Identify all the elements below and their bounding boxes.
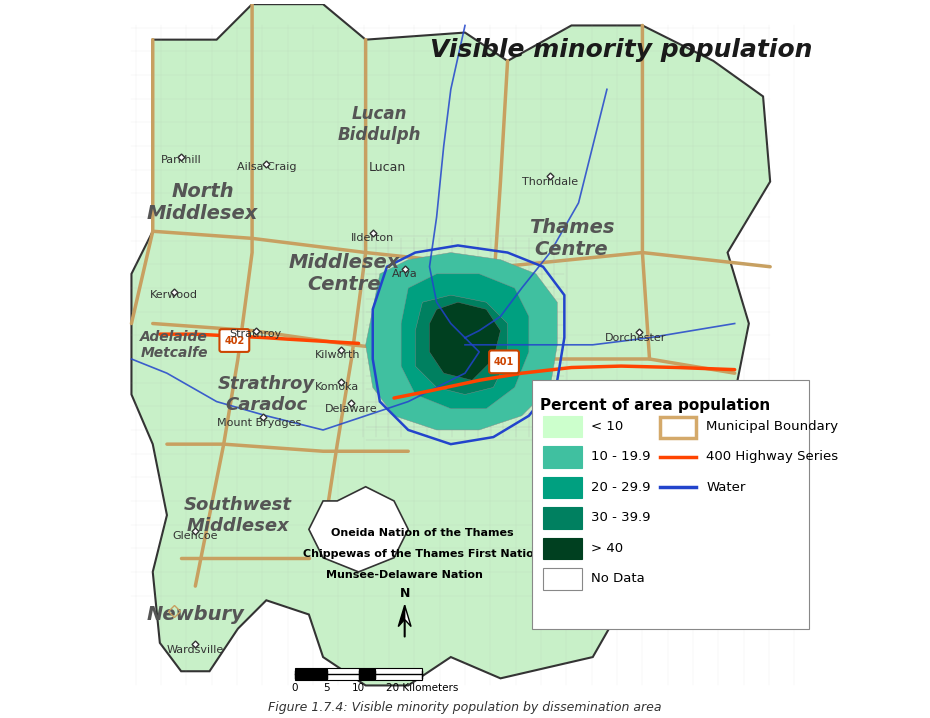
Text: 402: 402 (224, 335, 245, 345)
Text: 5: 5 (324, 684, 330, 694)
Text: < 10: < 10 (591, 420, 623, 433)
Text: Adelaide
Metcalfe: Adelaide Metcalfe (140, 330, 208, 360)
Bar (326, 668, 359, 680)
Bar (543, 477, 582, 498)
Text: Ailsa Craig: Ailsa Craig (236, 162, 296, 172)
Text: Glencoe: Glencoe (173, 531, 218, 541)
Text: Delaware: Delaware (326, 404, 378, 414)
Bar (359, 668, 375, 680)
Text: N: N (400, 587, 410, 600)
Bar (375, 668, 422, 680)
Text: Oneida Nation of the Thames: Oneida Nation of the Thames (331, 528, 513, 538)
Text: Kilworth: Kilworth (314, 350, 360, 360)
Bar (543, 569, 582, 589)
Text: Strathroy: Strathroy (230, 329, 282, 339)
Text: Kerwood: Kerwood (150, 290, 198, 300)
FancyBboxPatch shape (219, 329, 249, 352)
Bar (543, 447, 582, 467)
Polygon shape (398, 605, 405, 627)
Text: 401: 401 (494, 357, 514, 367)
Text: Arva: Arva (392, 269, 418, 279)
Text: Parkhill: Parkhill (161, 155, 202, 165)
Text: Strathroy
Caradoc: Strathroy Caradoc (218, 375, 315, 414)
Text: Thames
Centre: Thames Centre (528, 218, 614, 259)
Text: Visible minority population: Visible minority population (430, 38, 812, 62)
Text: Komoka: Komoka (315, 383, 359, 392)
Text: Ilderton: Ilderton (352, 233, 394, 243)
Text: No Data: No Data (591, 572, 644, 585)
Bar (532, 381, 809, 629)
Text: 400 Highway Series: 400 Highway Series (706, 450, 839, 463)
Bar (543, 508, 582, 528)
Polygon shape (309, 487, 408, 572)
Text: Munsee-Delaware Nation: Munsee-Delaware Nation (326, 570, 483, 580)
Text: Lucan: Lucan (368, 161, 405, 174)
Text: Dorchester: Dorchester (604, 332, 666, 342)
Text: 20 - 29.9: 20 - 29.9 (591, 481, 650, 494)
Polygon shape (131, 4, 770, 686)
FancyBboxPatch shape (489, 350, 519, 373)
Text: Lucan
Biddulph: Lucan Biddulph (339, 106, 421, 144)
Text: Southwest
Middlesex: Southwest Middlesex (184, 495, 292, 534)
Polygon shape (416, 295, 508, 394)
Text: Municipal Boundary: Municipal Boundary (706, 420, 839, 433)
Polygon shape (405, 605, 411, 627)
Text: Wardsville: Wardsville (166, 645, 224, 655)
Text: Water: Water (706, 481, 746, 494)
Text: 30 - 39.9: 30 - 39.9 (591, 511, 650, 524)
Polygon shape (430, 302, 500, 381)
Text: 0: 0 (291, 684, 298, 694)
Bar (543, 538, 582, 559)
Text: North
Middlesex: North Middlesex (147, 182, 259, 223)
Text: 10: 10 (352, 684, 365, 694)
Text: Mount Brydges: Mount Brydges (217, 418, 301, 428)
Text: > 40: > 40 (591, 542, 623, 555)
Text: Chippewas of the Thames First Nation: Chippewas of the Thames First Nation (303, 549, 542, 559)
Text: Figure 1.7.4: Visible minority population by dissemination area: Figure 1.7.4: Visible minority populatio… (268, 701, 662, 714)
FancyBboxPatch shape (660, 417, 696, 439)
Polygon shape (365, 253, 557, 430)
Text: 20 Kilometers: 20 Kilometers (386, 684, 458, 694)
Bar (543, 416, 582, 437)
Text: Newbury: Newbury (146, 605, 245, 624)
Text: 10 - 19.9: 10 - 19.9 (591, 450, 650, 463)
Polygon shape (401, 274, 529, 409)
Bar (295, 668, 326, 680)
Text: Thorndale: Thorndale (522, 177, 578, 187)
Text: Middlesex
Centre: Middlesex Centre (288, 253, 400, 294)
Text: Percent of area population: Percent of area population (539, 398, 770, 413)
